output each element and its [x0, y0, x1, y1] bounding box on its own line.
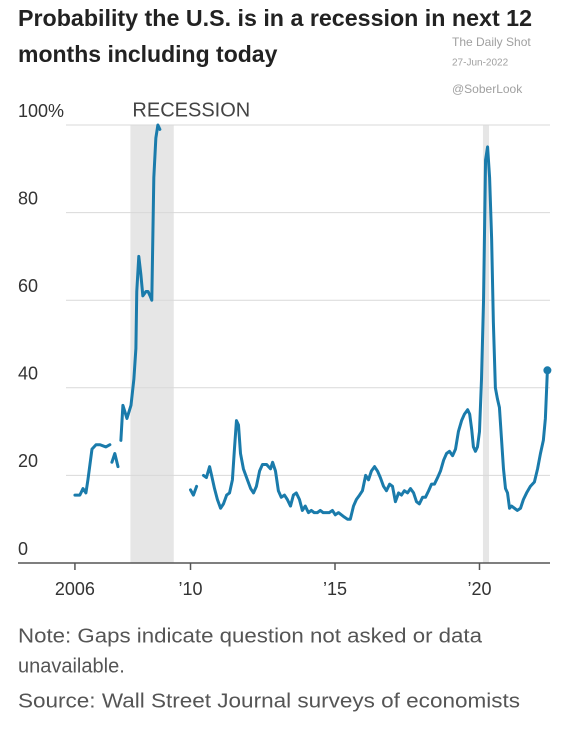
y-tick-label: 0 — [18, 539, 28, 559]
watermark: @SoberLook — [452, 82, 523, 96]
y-tick-label: 20 — [18, 451, 38, 471]
note: unavailable. — [18, 655, 125, 677]
chart-title: Probability the U.S. is in a recession i… — [18, 5, 532, 31]
y-tick-label: 80 — [18, 188, 38, 208]
watermark: 27-Jun-2022 — [452, 58, 509, 69]
chart-title: months including today — [18, 41, 278, 67]
recession-label: RECESSION — [132, 99, 250, 121]
end-point — [543, 366, 552, 375]
x-tick-label: ’10 — [179, 579, 203, 599]
source: Source: Wall Street Journal surveys of e… — [18, 690, 520, 712]
plot-area: RECESSION 0 20 40 60 80 100% 2006 ’10 ’15 ’20 — [18, 99, 552, 599]
recession-band — [482, 125, 490, 563]
data-line — [73, 123, 549, 521]
note: Note: Gaps indicate question not asked o… — [18, 625, 483, 647]
x-tick-label: 2006 — [55, 579, 95, 599]
x-tick-label: ’20 — [467, 579, 491, 599]
watermark: The Daily Shot — [452, 35, 531, 49]
y-tick-label: 60 — [18, 276, 38, 296]
x-tick-label: ’15 — [323, 579, 347, 599]
y-tick-label: 100% — [18, 101, 64, 121]
y-tick-label: 40 — [18, 364, 38, 384]
